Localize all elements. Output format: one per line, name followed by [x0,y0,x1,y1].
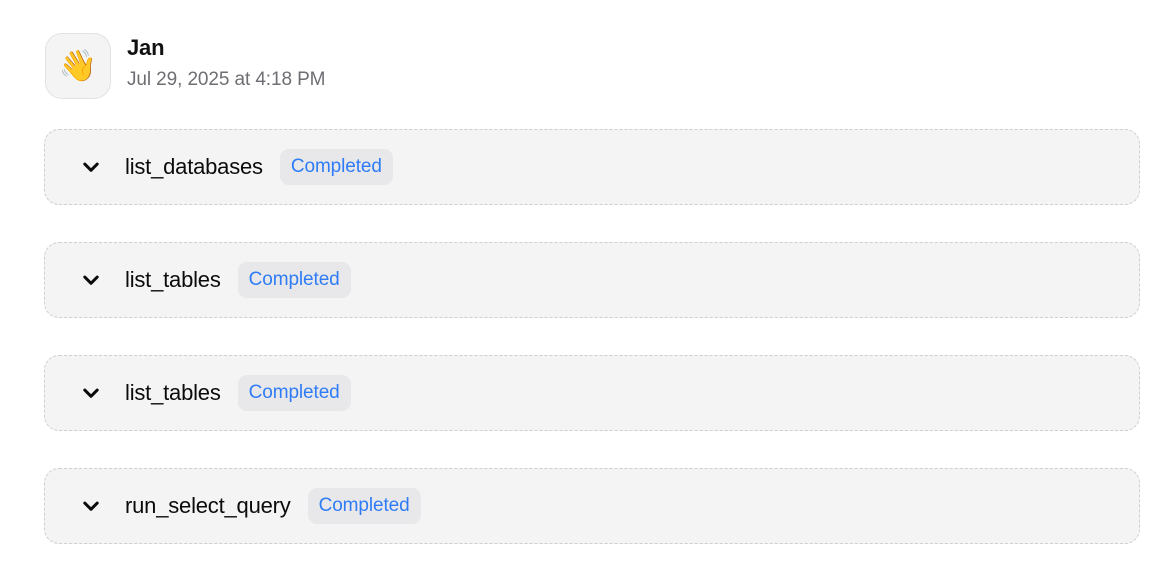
message-header: 👋 Jan Jul 29, 2025 at 4:18 PM [0,0,1174,99]
message-timestamp: Jul 29, 2025 at 4:18 PM [127,69,326,90]
tool-call-name: list_tables [125,267,221,292]
chevron-down-icon[interactable] [80,156,102,178]
tool-call-card[interactable]: list_tables Completed [44,355,1140,431]
chevron-down-icon[interactable] [80,269,102,291]
status-badge: Completed [279,149,393,185]
status-badge: Completed [237,262,351,298]
tool-call-name: run_select_query [125,493,291,518]
chevron-down-icon[interactable] [80,382,102,404]
waving-hand-emoji-icon: 👋 [58,47,98,84]
tool-call-list: list_databases Completed list_tables Com… [0,129,1174,544]
chevron-down-icon[interactable] [80,495,102,517]
sender-name: Jan [127,35,165,60]
avatar: 👋 [45,33,111,99]
tool-call-card[interactable]: list_databases Completed [44,129,1140,205]
sender-identity: Jan Jul 29, 2025 at 4:18 PM [127,33,325,92]
tool-call-name: list_tables [125,380,221,405]
tool-call-card[interactable]: run_select_query Completed [44,468,1140,544]
status-badge: Completed [307,488,421,524]
tool-call-card[interactable]: list_tables Completed [44,242,1140,318]
tool-call-name: list_databases [125,154,263,179]
status-badge: Completed [237,375,351,411]
